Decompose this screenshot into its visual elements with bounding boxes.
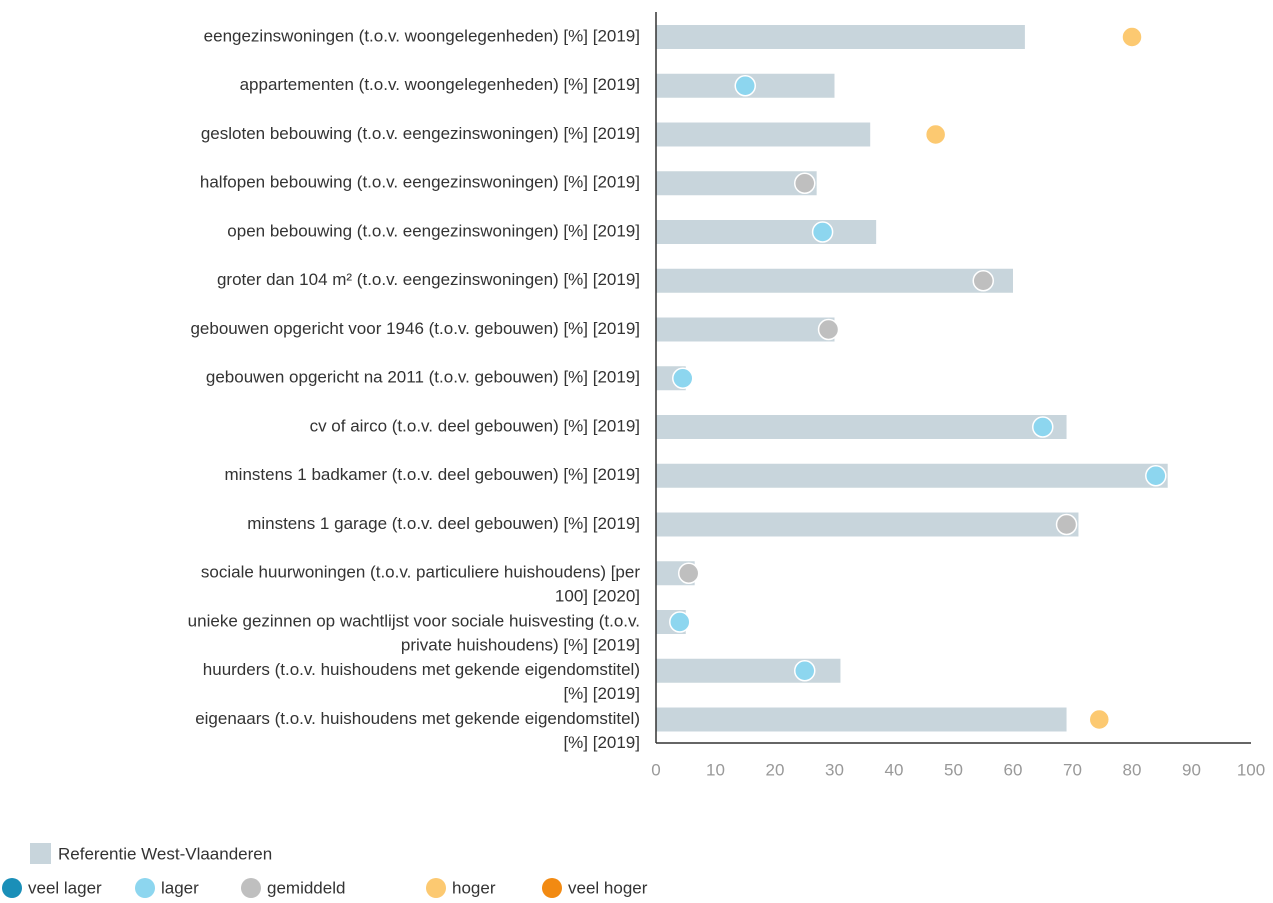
legend-label: veel hoger [568,878,648,897]
category-label: eengezinswoningen (t.o.v. woongelegenhed… [204,26,640,45]
category-label: appartementen (t.o.v. woongelegenheden) … [240,75,640,94]
legend-dot [426,878,446,898]
dot [1121,26,1143,48]
category-label: cv of airco (t.o.v. deel gebouwen) [%] [… [310,416,640,435]
x-tick-label: 20 [766,760,785,779]
category-label: huurders (t.o.v. huishoudens met gekende… [203,660,640,679]
x-tick-label: 0 [651,760,660,779]
dot [672,367,694,389]
bar [656,463,1168,488]
legend-dot [2,878,22,898]
bar [656,707,1067,732]
dot [817,318,840,341]
category-label: groter dan 104 m² (t.o.v. eengezinswonin… [217,270,640,289]
bar [656,512,1079,537]
x-tick-label: 90 [1182,760,1201,779]
category-label: eigenaars (t.o.v. huishoudens met gekend… [195,709,640,728]
dot [972,270,994,292]
dot [1145,465,1167,487]
category-label: minstens 1 garage (t.o.v. deel gebouwen)… [247,514,640,533]
category-label: unieke gezinnen op wachtlijst voor socia… [188,611,640,630]
dot [811,221,834,243]
x-tick-label: 30 [825,760,844,779]
category-label: halfopen bebouwing (t.o.v. eengezinswoni… [200,173,640,192]
legend-label: lager [161,878,199,897]
bar [656,25,1025,49]
dot [794,660,816,682]
category-label: open bebouwing (t.o.v. eengezinswoningen… [227,221,640,240]
category-label: gesloten bebouwing (t.o.v. eengezinswoni… [201,124,640,143]
x-tick-label: 80 [1123,760,1142,779]
dot [1088,708,1111,731]
legend-label: gemiddeld [267,878,345,897]
legend-swatch [30,843,51,864]
bar [656,317,835,342]
x-tick-label: 60 [1004,760,1023,779]
category-label: 100] [2020] [555,587,640,606]
dot [677,562,700,584]
category-label: minstens 1 badkamer (t.o.v. deel gebouwe… [225,465,640,484]
category-label: [%] [2019] [563,684,640,703]
x-tick-label: 50 [944,760,963,779]
legend-dot [241,878,261,898]
bar [656,171,817,196]
dot [794,172,816,194]
x-tick-label: 40 [885,760,904,779]
bar [656,220,877,244]
dot [734,75,756,97]
category-label: gebouwen opgericht na 2011 (t.o.v. gebou… [206,368,640,387]
x-tick-label: 10 [706,760,725,779]
dot [924,123,947,146]
legend-label: veel lager [28,878,102,897]
dot [1055,513,1078,536]
legend-dot [542,878,562,898]
category-label: sociale huurwoningen (t.o.v. particulier… [201,563,640,582]
legend-label: hoger [452,878,496,897]
bar [656,268,1013,293]
legend-dot [135,878,155,898]
category-label: private huishoudens) [%] [2019] [401,635,640,654]
x-tick-label: 100 [1237,760,1265,779]
category-label: [%] [2019] [563,733,640,752]
bar [656,122,871,147]
dot [1032,416,1054,438]
x-tick-label: 70 [1063,760,1082,779]
dot [669,611,691,633]
legend-label: Referentie West-Vlaanderen [58,844,272,863]
category-label: gebouwen opgericht voor 1946 (t.o.v. geb… [190,319,640,338]
bar [656,415,1067,439]
